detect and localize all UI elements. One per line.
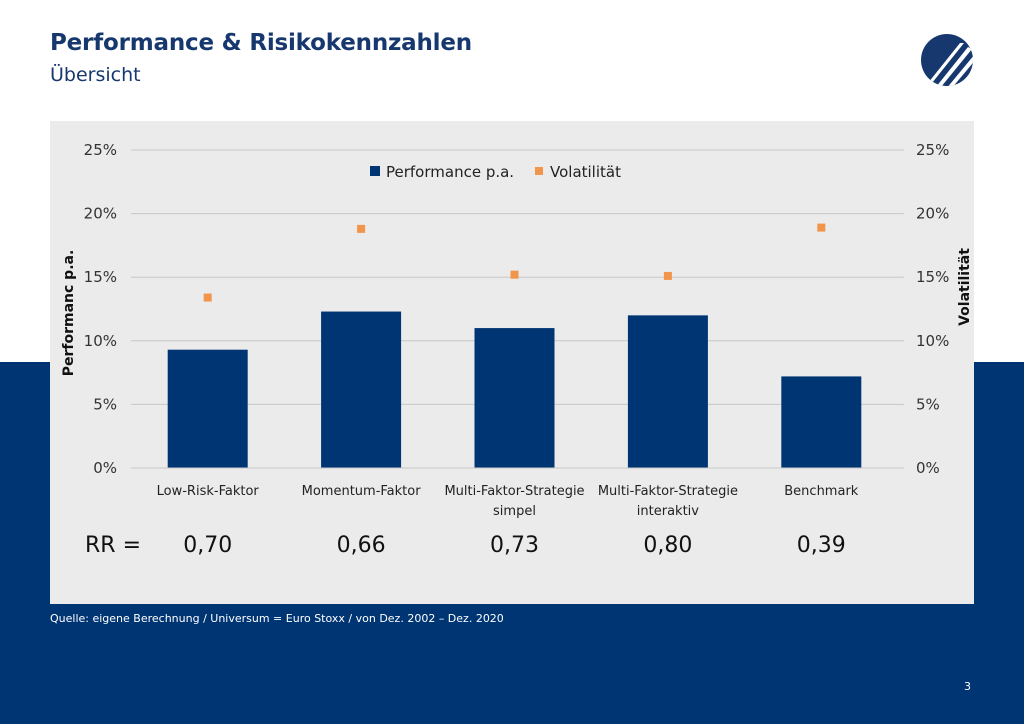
y-tick-right: 15% [916,268,949,286]
chart: 0% 0% 5% 5% 10% 10% 15% 15% 20% 20% 25% 25% Performa… [61,141,973,558]
point-volatility [203,293,212,302]
source-note: Quelle: eigene Berechnung / Universum = … [50,612,504,625]
page-title: Performance & Risikokennzahlen [50,30,472,56]
x-tick-label: Benchmark [784,484,859,499]
y-tick-right: 5% [916,395,940,413]
rr-label: RR = [85,533,141,558]
page-number: 3 [964,680,971,693]
point-volatility [663,271,672,280]
point-volatility [817,223,826,232]
page-subtitle: Übersicht [50,64,141,86]
y-tick-left: 25% [84,141,117,159]
x-tick-label: Multi-Faktor-Strategie [444,484,584,499]
x-tick-label: simpel [493,504,536,519]
point-volatility [510,270,519,279]
y-tick-right: 20% [916,205,949,223]
legend-label-volatility: Volatilität [550,163,621,181]
point-volatility [357,224,366,233]
y-tick-right: 25% [916,141,949,159]
chart-panel: 0% 0% 5% 5% 10% 10% 15% 15% 20% 20% 25% 25% Performa… [50,121,974,604]
company-logo-icon [921,34,973,86]
y-tick-left: 0% [93,459,117,477]
x-tick-label: Momentum-Faktor [302,484,422,499]
y-tick-left: 10% [84,332,117,350]
y-axis-label-left: Performanc p.a. [61,250,77,377]
x-tick-label: Low-Risk-Faktor [157,484,260,499]
y-tick-right: 0% [916,459,940,477]
y-tick-left: 15% [84,268,117,286]
y-tick-left: 20% [84,205,117,223]
rr-value: 0,73 [490,533,539,558]
bar-performance [474,328,555,468]
rr-value: 0,70 [183,533,232,558]
rr-value: 0,80 [643,533,692,558]
legend-label-performance: Performance p.a. [386,163,514,181]
rr-value: 0,39 [797,533,846,558]
y-tick-left: 5% [93,395,117,413]
rr-value: 0,66 [337,533,386,558]
bar-performance [781,376,862,468]
x-tick-label: interaktiv [637,504,699,519]
legend-swatch-volatility [535,167,543,175]
y-tick-right: 10% [916,332,949,350]
bar-performance [167,349,248,468]
bar-performance [627,315,708,468]
bar-performance [321,311,402,468]
y-axis-label-right: Volatilität [957,248,973,326]
x-tick-label: Multi-Faktor-Strategie [598,484,738,499]
legend-swatch-performance [370,166,380,176]
